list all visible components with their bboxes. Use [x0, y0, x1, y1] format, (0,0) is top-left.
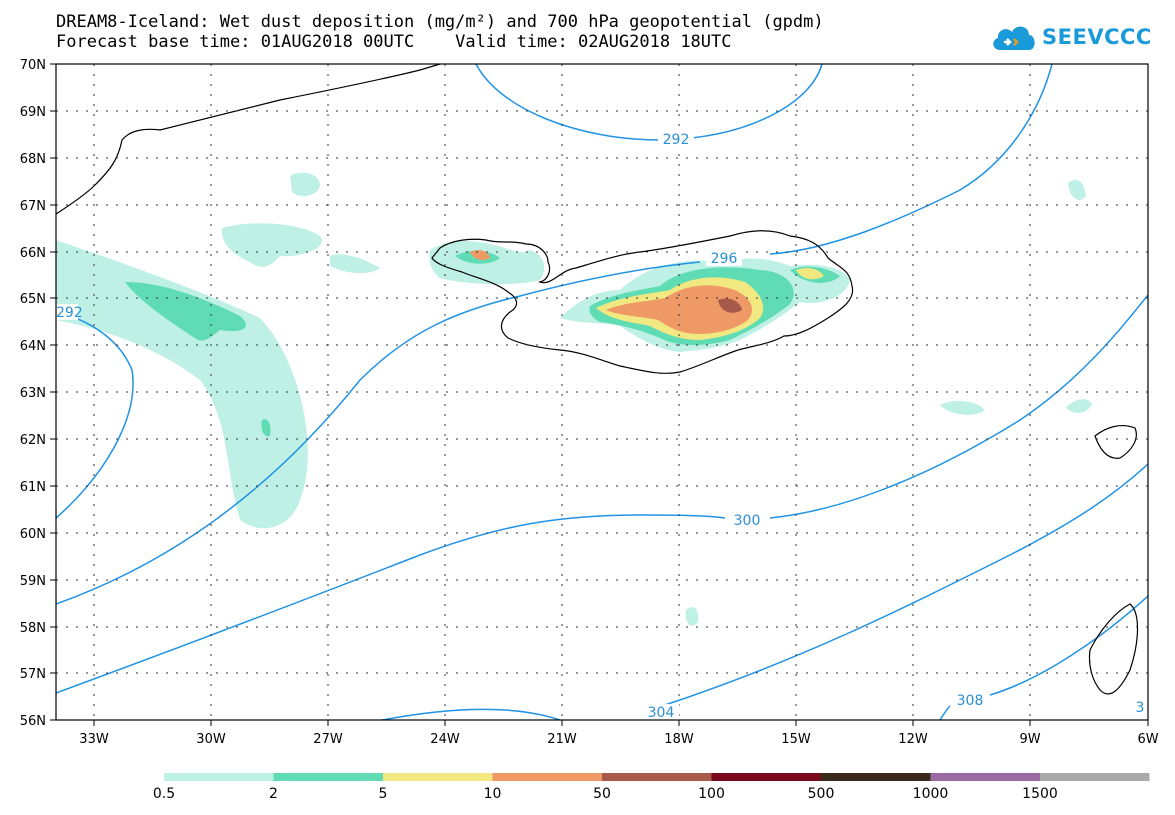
legend-label: 0.5 [153, 786, 175, 802]
lat-tick-label: 60N [20, 527, 46, 542]
legend-label: 100 [698, 786, 725, 802]
contour-label: 304 [648, 705, 675, 721]
lon-tick-label: 21W [547, 732, 577, 747]
legend-swatch [492, 773, 602, 781]
tick-marks [50, 63, 1149, 726]
legend-label: 50 [593, 786, 611, 802]
legend-swatch [164, 773, 274, 781]
lon-tick-label: 9W [1019, 732, 1040, 747]
lat-tick-label: 69N [20, 105, 46, 120]
lon-tick-label: 27W [313, 732, 343, 747]
legend-label: 2 [269, 786, 278, 802]
map-subtitle: Forecast base time: 01AUG2018 00UTC Vali… [56, 32, 732, 52]
legend-swatch [383, 773, 493, 781]
legend-label: 1500 [1022, 786, 1058, 802]
legend-label: 500 [808, 786, 835, 802]
lat-tick-label: 57N [20, 667, 46, 682]
lon-tick-label: 18W [664, 732, 694, 747]
legend-swatch [602, 773, 712, 781]
cloud-logo-icon [993, 26, 1035, 50]
latitude-labels: 70N 69N 68N 67N 66N 65N 64N 63N 62N 61N … [20, 58, 46, 729]
seevccc-logo: SEEVCCC [990, 20, 1152, 54]
lon-tick-label: 30W [196, 732, 226, 747]
legend-label: 10 [484, 786, 502, 802]
lat-tick-label: 67N [20, 199, 46, 214]
lat-tick-label: 66N [20, 246, 46, 261]
map-plot-area: 292 292 296 300 304 308 3 [56, 64, 1148, 721]
lat-tick-label: 70N [20, 58, 46, 73]
logo-text: SEEVCCC [1042, 25, 1152, 49]
lon-tick-label: 24W [430, 732, 460, 747]
lon-tick-label: 33W [79, 732, 109, 747]
lon-tick-label: 6W [1137, 732, 1158, 747]
contour-label: 300 [734, 513, 761, 529]
dust-layer-veryhigh [470, 250, 752, 334]
geopotential-contours [56, 64, 1148, 720]
lat-tick-label: 61N [20, 480, 46, 495]
map-title: DREAM8-Iceland: Wet dust deposition (mg/… [56, 12, 824, 32]
contour-label: 308 [957, 693, 984, 709]
legend-swatch [930, 773, 1040, 781]
contour-labels: 292 292 296 300 304 308 3 [56, 131, 1145, 721]
contour-label: 3 [1136, 700, 1145, 716]
color-legend: 0.5 2 5 10 50 100 500 1000 1500 [153, 773, 1150, 802]
lat-tick-label: 65N [20, 292, 46, 307]
contour-label: 292 [56, 305, 83, 321]
lat-tick-label: 63N [20, 386, 46, 401]
lat-tick-label: 62N [20, 433, 46, 448]
lat-tick-label: 59N [20, 574, 46, 589]
legend-swatch [821, 773, 931, 781]
dust-layer-extreme [718, 298, 742, 313]
graticule [56, 64, 1148, 720]
legend-label: 5 [379, 786, 388, 802]
lat-tick-label: 58N [20, 621, 46, 636]
lat-tick-label: 64N [20, 339, 46, 354]
lon-tick-label: 15W [781, 732, 811, 747]
longitude-labels: 33W 30W 27W 24W 21W 18W 15W 12W 9W 6W [79, 732, 1158, 747]
contour-label: 292 [663, 132, 690, 148]
contour-label: 296 [711, 251, 738, 267]
lon-tick-label: 12W [898, 732, 928, 747]
legend-label: 1000 [913, 786, 949, 802]
legend-swatch [1040, 773, 1150, 781]
coastline [56, 64, 1139, 695]
legend-swatch [711, 773, 821, 781]
legend-swatch [273, 773, 383, 781]
lat-tick-label: 68N [20, 152, 46, 167]
lat-tick-label: 56N [20, 714, 46, 729]
